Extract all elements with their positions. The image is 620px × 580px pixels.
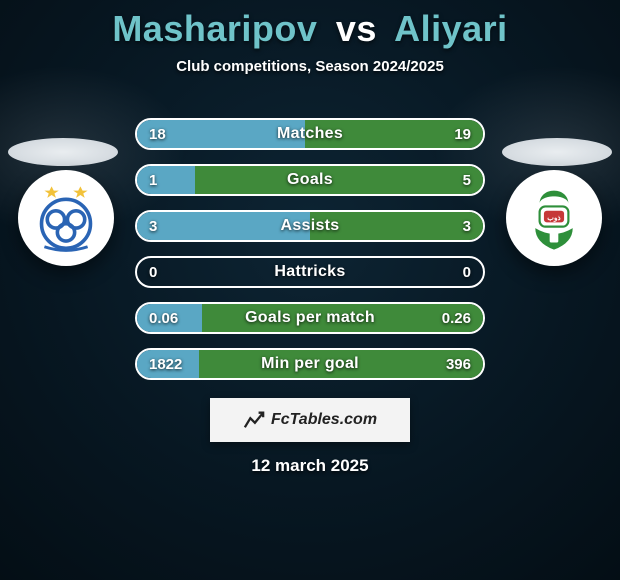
zobahan-logo-icon: ذوب [518, 182, 590, 254]
stat-label: Goals [287, 171, 333, 189]
svg-text:ذوب: ذوب [547, 213, 560, 222]
player1-name: Masharipov [112, 8, 317, 49]
stat-row: 0 Hattricks 0 [135, 256, 485, 288]
stat-value-left: 0.06 [149, 310, 178, 327]
stat-value-right: 0 [463, 264, 471, 281]
stat-label: Goals per match [245, 309, 375, 327]
esteghlal-logo-icon [30, 182, 102, 254]
stat-value-right: 0.26 [442, 310, 471, 327]
stat-label: Matches [277, 125, 343, 143]
comparison-stage: ذوب 18 Matches 19 1 Goals 5 3 Assists 3 0 Hattrick… [0, 110, 620, 410]
club-badge-left [18, 170, 114, 266]
stat-value-right: 3 [463, 218, 471, 235]
stat-value-right: 19 [454, 126, 471, 143]
stat-value-left: 1 [149, 172, 157, 189]
fctables-logo-icon [243, 409, 265, 431]
stat-label: Hattricks [274, 263, 345, 281]
stat-row: 3 Assists 3 [135, 210, 485, 242]
stat-label: Min per goal [261, 355, 359, 373]
stat-value-left: 18 [149, 126, 166, 143]
brand-badge: FcTables.com [210, 398, 410, 442]
stat-label: Assists [280, 217, 339, 235]
shadow-left [8, 138, 118, 166]
stat-value-right: 396 [446, 356, 471, 373]
date-label: 12 march 2025 [0, 456, 620, 476]
subtitle: Club competitions, Season 2024/2025 [0, 58, 620, 75]
stat-rows: 18 Matches 19 1 Goals 5 3 Assists 3 0 Hattricks 0 0.… [135, 118, 485, 380]
shadow-right [502, 138, 612, 166]
club-badge-right: ذوب [506, 170, 602, 266]
stat-fill-left [137, 166, 195, 194]
vs-label: vs [336, 8, 377, 49]
stat-fill-right [195, 166, 483, 194]
stat-value-left: 3 [149, 218, 157, 235]
stat-row: 0.06 Goals per match 0.26 [135, 302, 485, 334]
brand-text: FcTables.com [271, 411, 377, 429]
stat-value-left: 1822 [149, 356, 182, 373]
stat-row: 1822 Min per goal 396 [135, 348, 485, 380]
stat-value-right: 5 [463, 172, 471, 189]
player2-name: Aliyari [394, 8, 508, 49]
stat-row: 18 Matches 19 [135, 118, 485, 150]
stat-row: 1 Goals 5 [135, 164, 485, 196]
page-title: Masharipov vs Aliyari [0, 0, 620, 50]
content: Masharipov vs Aliyari Club competitions,… [0, 0, 620, 580]
stat-value-left: 0 [149, 264, 157, 281]
